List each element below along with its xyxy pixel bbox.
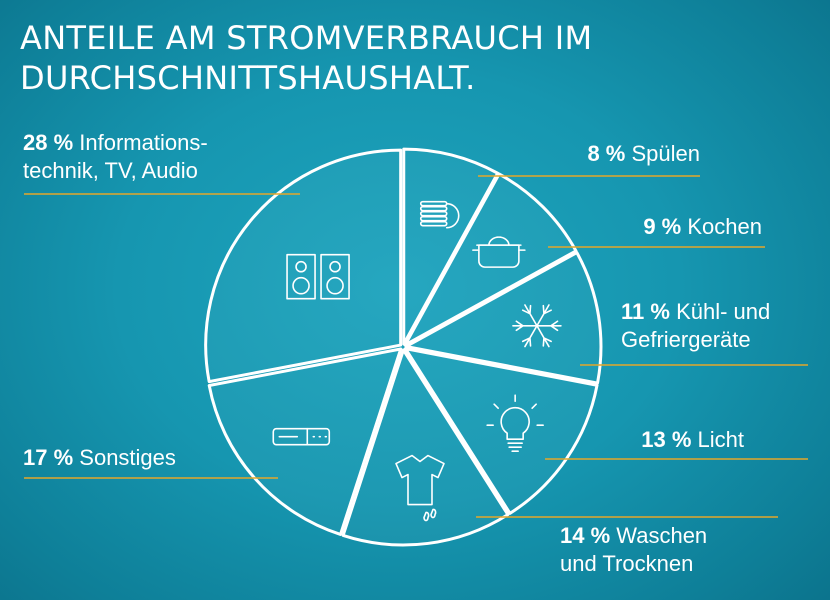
snowflake-arm-shape	[536, 304, 552, 327]
title-line-1: ANTEILE AM STROMVERBRAUCH IM	[20, 19, 593, 57]
snowflake-arm-shape	[521, 324, 538, 348]
snowflake-icon	[512, 304, 562, 348]
label-kuehlen-text-2: Gefriergeräte	[621, 327, 751, 352]
label-it-pct: 28 %	[23, 130, 74, 155]
speaker-box-shape	[286, 253, 316, 300]
speaker-woofer-shape	[326, 276, 344, 295]
label-sonstiges-text: Sonstiges	[79, 445, 176, 470]
bulb-rays-shape	[486, 394, 544, 427]
snowflake-arm-shape	[536, 320, 562, 332]
dish-plate-shape	[419, 215, 448, 222]
dish-plate-shape	[419, 200, 448, 207]
label-kuehlen: 11 % Kühl- und Gefriergeräte	[621, 298, 770, 354]
pie-slice	[402, 147, 500, 346]
label-waschen-text-1: Waschen	[616, 523, 708, 548]
label-it-text-2: technik, TV, Audio	[23, 158, 198, 183]
speaker-box-shape	[320, 253, 350, 300]
label-spuelen-text: Spülen	[631, 141, 700, 166]
label-kuehlen-pct: 11 %	[621, 299, 670, 324]
snowflake-arm-shape	[512, 320, 538, 332]
speaker-icon	[286, 253, 350, 300]
label-kochen-pct: 9 %	[643, 214, 682, 239]
title-line-2: DURCHSCHNITTSHAUSHALT.	[20, 59, 476, 97]
bulb-shape	[500, 407, 530, 453]
cooking-pot-icon	[472, 236, 526, 268]
snowflake-arm-shape	[521, 304, 538, 327]
label-kochen: 9 % Kochen	[643, 213, 762, 241]
pie-slice	[341, 348, 510, 547]
light-bulb-icon	[486, 394, 544, 453]
device-icon	[272, 427, 331, 446]
label-licht-text: Licht	[697, 427, 744, 452]
snowflake-arm-shape	[536, 324, 552, 348]
speaker-woofer-shape	[292, 276, 310, 295]
label-kuehlen-text-1: Kühl- und	[676, 299, 771, 324]
pie-slice	[404, 251, 603, 385]
shirt-shape	[395, 454, 445, 506]
label-spuelen-pct: 8 %	[587, 141, 626, 166]
device-detail-shape	[278, 427, 328, 446]
dishes-icon	[419, 200, 460, 229]
water-drops-shape	[423, 508, 437, 522]
speaker-tweeter-shape	[295, 260, 307, 273]
dish-plate-shape	[419, 210, 448, 217]
label-sonstiges-pct: 17 %	[23, 445, 74, 470]
label-waschen-pct: 14 %	[560, 523, 611, 548]
pot-lid-shape	[472, 236, 526, 251]
pie-slice	[204, 148, 403, 384]
shirt-icon	[395, 454, 445, 522]
speaker-tweeter-shape	[329, 260, 341, 273]
label-it-tv-audio: 28 % Informations- technik, TV, Audio	[23, 129, 208, 185]
label-kochen-text: Kochen	[687, 214, 762, 239]
device-box-shape	[272, 427, 331, 446]
label-waschen: 14 % Waschen und Trocknen	[560, 522, 707, 578]
label-it-text-1: Informations-	[79, 130, 208, 155]
label-sonstiges: 17 % Sonstiges	[23, 444, 176, 472]
pot-body-shape	[478, 244, 520, 268]
label-licht: 13 % Licht	[641, 426, 744, 454]
label-spuelen: 8 % Spülen	[587, 140, 700, 168]
dish-plate-shape	[419, 205, 448, 212]
dish-bowl-shape	[445, 202, 460, 229]
label-waschen-text-2: und Trocknen	[560, 551, 694, 576]
chart-title: ANTEILE AM STROMVERBRAUCH IM DURCHSCHNIT…	[20, 18, 700, 98]
label-licht-pct: 13 %	[641, 427, 692, 452]
dish-plate-shape	[419, 220, 448, 227]
